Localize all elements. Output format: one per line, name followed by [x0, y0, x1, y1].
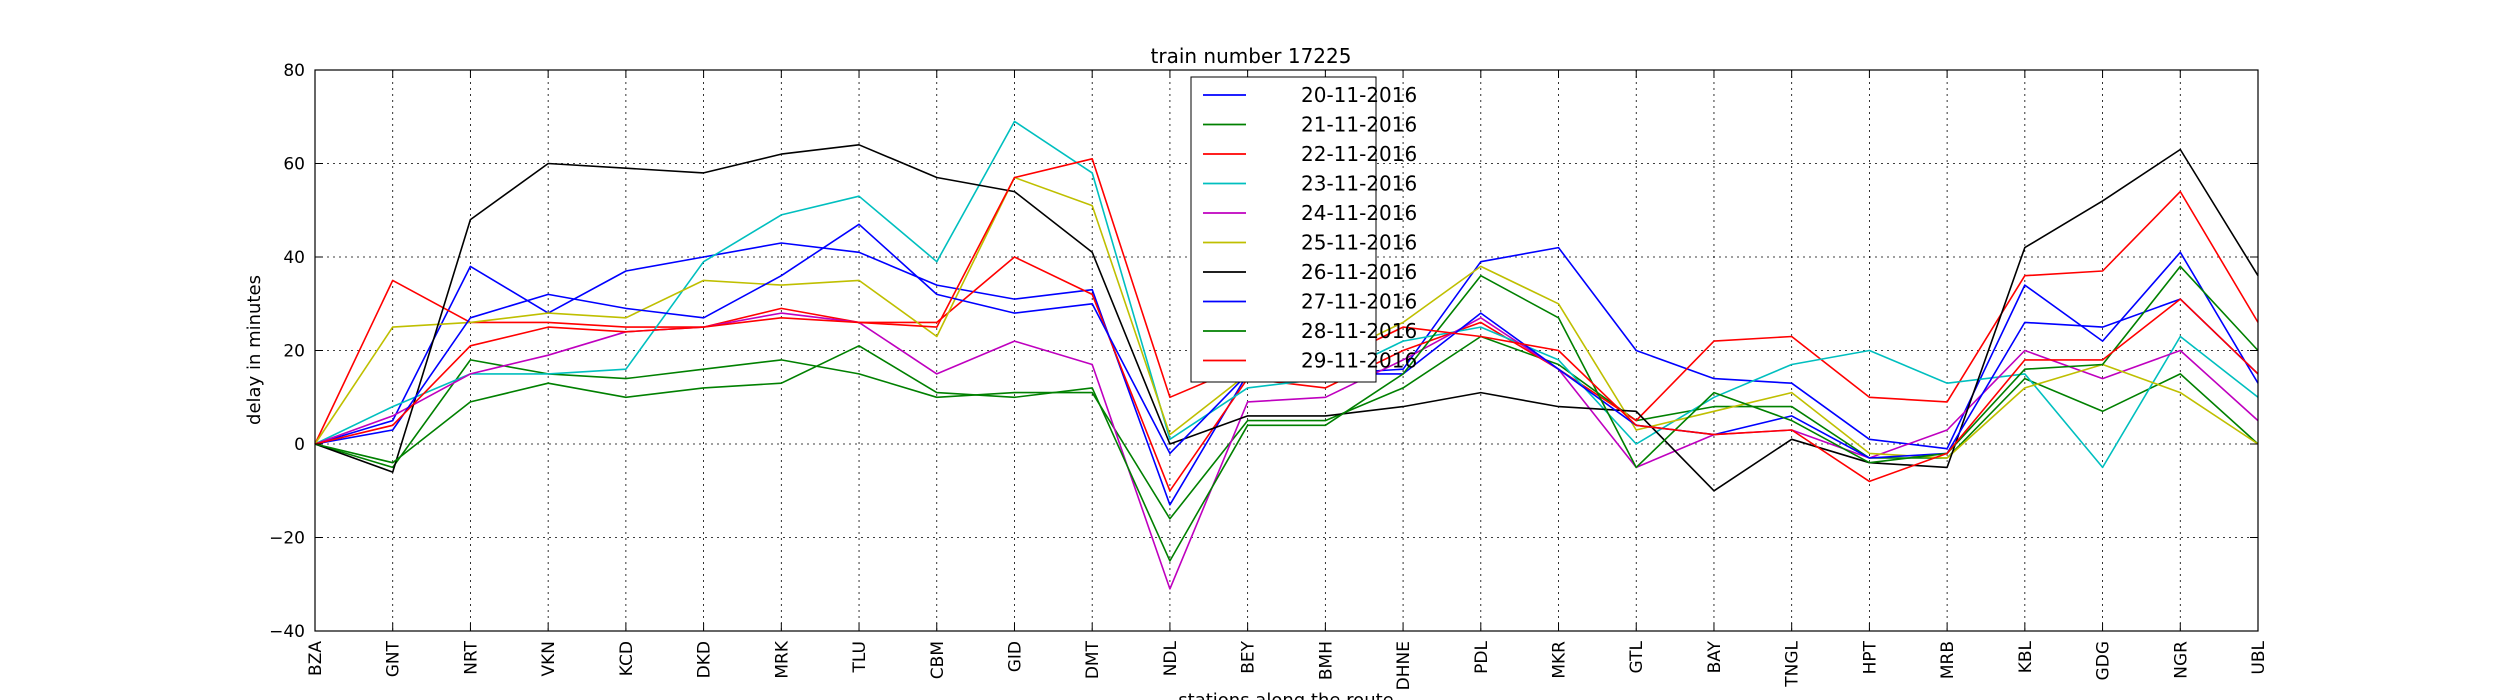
legend-label: 28-11-2016	[1301, 319, 1417, 343]
x-tick-label: BAY	[1705, 640, 1725, 673]
chart-title: train number 17225	[1151, 44, 1352, 68]
x-tick-label: PDL	[1472, 640, 1492, 673]
y-axis-ticks: −40 −20 0 20 40 60 80	[269, 61, 2258, 642]
x-tick-label: CBM	[928, 641, 948, 679]
legend-label: 27-11-2016	[1301, 290, 1417, 314]
y-tick-label: 0	[294, 435, 305, 455]
legend-label: 29-11-2016	[1301, 349, 1417, 373]
x-tick-label: MRB	[1938, 641, 1958, 679]
x-tick-label: GID	[1005, 641, 1025, 672]
legend-label: 26-11-2016	[1301, 260, 1417, 284]
legend-label: 25-11-2016	[1301, 231, 1417, 255]
legend-label: 20-11-2016	[1301, 83, 1417, 107]
x-tick-label: NRT	[461, 640, 481, 674]
x-tick-label: DHNE	[1394, 641, 1414, 690]
y-axis-label: delay in minutes	[244, 275, 265, 425]
x-tick-label: GNT	[384, 640, 404, 677]
legend: 20-11-2016 21-11-2016 22-11-2016 23-11-2016…	[1190, 76, 1417, 383]
x-tick-label: BMH	[1316, 641, 1336, 680]
y-tick-label: −40	[269, 622, 305, 642]
x-tick-label: MRK	[772, 640, 792, 678]
x-tick-label: KBL	[2016, 640, 2036, 673]
series-line-28-11-2016	[314, 265, 2259, 562]
y-tick-label: 20	[283, 342, 305, 362]
y-tick-label: −20	[269, 529, 305, 549]
legend-label: 21-11-2016	[1301, 113, 1417, 137]
series-line-23-11-2016	[314, 120, 2259, 469]
x-tick-label: VKN	[539, 641, 559, 677]
y-tick-label: 40	[283, 248, 305, 268]
x-tick-label: HPT	[1860, 640, 1880, 674]
x-tick-label: UBL	[2249, 640, 2269, 674]
x-tick-label: GDG	[2094, 641, 2114, 680]
series-line-26-11-2016	[314, 144, 2259, 492]
x-tick-label: TNGL	[1783, 640, 1803, 687]
y-tick-label: 60	[283, 155, 305, 175]
legend-label: 22-11-2016	[1301, 142, 1417, 166]
x-tick-label: MKR	[1550, 641, 1570, 679]
y-tick-label: 80	[283, 61, 305, 81]
x-tick-label: DKD	[695, 641, 715, 678]
legend-label: 24-11-2016	[1301, 201, 1417, 225]
x-tick-label: BZA	[306, 641, 326, 676]
legend-label: 23-11-2016	[1301, 172, 1417, 196]
x-tick-label: DMT	[1083, 640, 1103, 679]
x-tick-label: NGR	[2171, 641, 2191, 679]
x-axis-label: stations along the route	[1178, 690, 1393, 700]
x-tick-label: NDL	[1161, 640, 1181, 676]
x-tick-label: TLU	[850, 641, 870, 673]
x-tick-label: BEY	[1239, 640, 1259, 673]
x-axis-ticks: BZA GNT NRT VKN KCD DKD MRK TLU CBM GID DMT NDL BEY B…	[306, 70, 2269, 690]
x-tick-label: KCD	[617, 641, 637, 676]
x-tick-label: GTL	[1627, 640, 1647, 673]
